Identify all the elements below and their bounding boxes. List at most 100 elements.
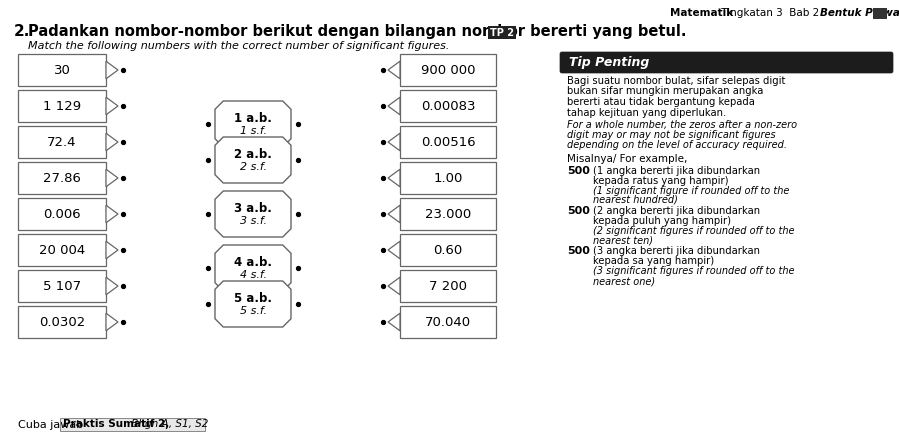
Bar bbox=[18, 54, 106, 86]
Text: kepada ratus yang hampir): kepada ratus yang hampir) bbox=[593, 176, 728, 185]
Text: 0.0302: 0.0302 bbox=[39, 316, 85, 329]
Bar bbox=[18, 162, 106, 194]
Text: 3 a.b.: 3 a.b. bbox=[234, 201, 271, 215]
Text: nearest ten): nearest ten) bbox=[593, 236, 653, 246]
Text: (3 angka bererti jika dibundarkan: (3 angka bererti jika dibundarkan bbox=[593, 246, 760, 257]
Text: 4 a.b.: 4 a.b. bbox=[234, 256, 272, 268]
Text: 5 a.b.: 5 a.b. bbox=[234, 291, 272, 305]
Text: (1 significant figure if rounded off to the: (1 significant figure if rounded off to … bbox=[593, 185, 789, 195]
Text: 0.006: 0.006 bbox=[43, 208, 81, 221]
Bar bbox=[18, 306, 106, 338]
Text: 20 004: 20 004 bbox=[39, 243, 85, 257]
Bar bbox=[18, 90, 106, 122]
Polygon shape bbox=[215, 245, 291, 291]
Text: Bagi suatu nombor bulat, sifar selepas digit: Bagi suatu nombor bulat, sifar selepas d… bbox=[567, 76, 786, 86]
Text: Matematik: Matematik bbox=[670, 8, 734, 18]
Polygon shape bbox=[215, 281, 291, 327]
Bar bbox=[400, 90, 496, 122]
Polygon shape bbox=[215, 137, 291, 183]
Polygon shape bbox=[106, 313, 118, 331]
Bar bbox=[488, 26, 516, 39]
Bar bbox=[18, 270, 106, 302]
Text: 1 129: 1 129 bbox=[43, 100, 81, 112]
Text: 0.00083: 0.00083 bbox=[421, 100, 476, 112]
Text: 0.00516: 0.00516 bbox=[421, 135, 476, 149]
Text: bukan sifar mungkin merupakan angka: bukan sifar mungkin merupakan angka bbox=[567, 87, 763, 97]
Text: Bentuk Piawai: Bentuk Piawai bbox=[820, 8, 899, 18]
Text: bererti atau tidak bergantung kepada: bererti atau tidak bergantung kepada bbox=[567, 97, 755, 107]
Polygon shape bbox=[388, 313, 400, 331]
Text: 5 s.f.: 5 s.f. bbox=[239, 306, 266, 316]
Text: TP 2: TP 2 bbox=[490, 28, 514, 38]
Text: 5 107: 5 107 bbox=[43, 280, 81, 292]
Text: (1 angka bererti jika dibundarkan: (1 angka bererti jika dibundarkan bbox=[593, 166, 761, 176]
Text: Misalnya/ For example,: Misalnya/ For example, bbox=[567, 154, 688, 164]
Text: nearest hundred): nearest hundred) bbox=[593, 195, 678, 205]
Text: 4 s.f.: 4 s.f. bbox=[239, 270, 266, 280]
Text: 900 000: 900 000 bbox=[421, 63, 476, 76]
Text: 1 s.f.: 1 s.f. bbox=[239, 126, 266, 136]
Text: 1 a.b.: 1 a.b. bbox=[234, 111, 271, 125]
Polygon shape bbox=[388, 205, 400, 223]
Text: 3 s.f.: 3 s.f. bbox=[239, 216, 266, 226]
Polygon shape bbox=[388, 97, 400, 115]
Polygon shape bbox=[388, 169, 400, 187]
Text: kepada puluh yang hampir): kepada puluh yang hampir) bbox=[593, 216, 731, 226]
Bar bbox=[400, 162, 496, 194]
Text: Tingkatan 3  Bab 2: Tingkatan 3 Bab 2 bbox=[718, 8, 826, 18]
Bar bbox=[400, 126, 496, 158]
Text: depending on the level of accuracy required.: depending on the level of accuracy requi… bbox=[567, 140, 787, 150]
Text: 27.86: 27.86 bbox=[43, 171, 81, 184]
Bar bbox=[18, 234, 106, 266]
Text: Padankan nombor-nombor berikut dengan bilangan nombor bererti yang betul.: Padankan nombor-nombor berikut dengan bi… bbox=[28, 24, 687, 39]
Polygon shape bbox=[106, 97, 118, 115]
Text: nearest one): nearest one) bbox=[593, 276, 655, 286]
Text: 2 a.b.: 2 a.b. bbox=[234, 148, 271, 160]
Text: 500: 500 bbox=[567, 246, 590, 257]
Text: 500: 500 bbox=[567, 166, 590, 176]
Polygon shape bbox=[388, 241, 400, 259]
Text: (3 significant figures if rounded off to the: (3 significant figures if rounded off to… bbox=[593, 267, 795, 277]
Text: Match the following numbers with the correct number of significant figures.: Match the following numbers with the cor… bbox=[28, 41, 450, 51]
Text: 30: 30 bbox=[54, 63, 70, 76]
FancyBboxPatch shape bbox=[560, 52, 893, 73]
Text: kepada sa yang hampir): kepada sa yang hampir) bbox=[593, 257, 714, 267]
Bar bbox=[18, 198, 106, 230]
Text: For a whole number, the zeros after a non-zero: For a whole number, the zeros after a no… bbox=[567, 120, 797, 130]
Polygon shape bbox=[106, 61, 118, 79]
Bar bbox=[400, 270, 496, 302]
Text: tahap kejituan yang diperlukan.: tahap kejituan yang diperlukan. bbox=[567, 108, 726, 118]
Bar bbox=[400, 198, 496, 230]
Text: (2 angka bererti jika dibundarkan: (2 angka bererti jika dibundarkan bbox=[593, 206, 761, 216]
Text: 72.4: 72.4 bbox=[48, 135, 76, 149]
Polygon shape bbox=[215, 101, 291, 147]
Text: 7 200: 7 200 bbox=[429, 280, 467, 292]
Text: 2.: 2. bbox=[14, 24, 31, 39]
Text: Cuba jawab: Cuba jawab bbox=[18, 420, 86, 430]
Text: Tip Penting: Tip Penting bbox=[569, 56, 649, 69]
Text: Praktis Sumatif 2,: Praktis Sumatif 2, bbox=[63, 419, 169, 429]
Text: 500: 500 bbox=[567, 206, 590, 216]
Polygon shape bbox=[106, 133, 118, 151]
Text: 23.000: 23.000 bbox=[425, 208, 471, 221]
Text: (2 significant figures if rounded off to the: (2 significant figures if rounded off to… bbox=[593, 226, 795, 236]
Bar bbox=[400, 306, 496, 338]
Text: 0.60: 0.60 bbox=[433, 243, 463, 257]
Bar bbox=[60, 418, 205, 431]
Text: Bhgn A, S1, S2: Bhgn A, S1, S2 bbox=[128, 419, 209, 429]
Polygon shape bbox=[388, 61, 400, 79]
Polygon shape bbox=[388, 133, 400, 151]
Polygon shape bbox=[106, 241, 118, 259]
Polygon shape bbox=[106, 205, 118, 223]
Bar bbox=[400, 54, 496, 86]
Polygon shape bbox=[388, 277, 400, 295]
Text: 70.040: 70.040 bbox=[425, 316, 471, 329]
Polygon shape bbox=[106, 169, 118, 187]
Text: digit may or may not be significant figures: digit may or may not be significant figu… bbox=[567, 130, 776, 140]
Text: 1.00: 1.00 bbox=[433, 171, 463, 184]
Polygon shape bbox=[106, 277, 118, 295]
Bar bbox=[873, 8, 887, 19]
Bar bbox=[400, 234, 496, 266]
Text: 2 s.f.: 2 s.f. bbox=[239, 162, 266, 172]
Bar bbox=[18, 126, 106, 158]
